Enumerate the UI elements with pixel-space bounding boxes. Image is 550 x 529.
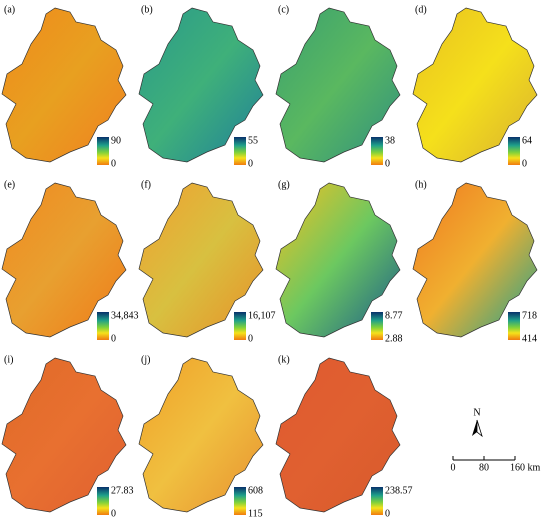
map-area <box>275 7 401 163</box>
map-area <box>275 357 401 513</box>
legend-max: 16,107 <box>248 310 276 321</box>
panel-label: (f) <box>141 179 151 190</box>
map-area <box>138 357 264 513</box>
legend-bar <box>234 487 246 515</box>
legend-bar <box>508 137 520 165</box>
legend-bar <box>97 137 109 165</box>
legend-max: 27.83 <box>111 485 134 496</box>
north-label: N <box>473 407 480 418</box>
map-panel: (a) 90 0 <box>1 4 127 169</box>
map-area <box>1 357 127 513</box>
legend-min: 2.88 <box>385 333 403 344</box>
legend-min: 0 <box>111 333 116 344</box>
scale-label: 0 <box>451 462 456 473</box>
map-area <box>138 7 264 163</box>
legend-bar <box>234 137 246 165</box>
map-panel: (j) 608 115 <box>138 354 264 519</box>
legend-bar <box>371 487 383 515</box>
map-panel: (d) 64 0 <box>412 4 538 169</box>
map-panel: (h) 718 414 <box>412 179 538 344</box>
panel-label: (h) <box>415 179 427 190</box>
legend-max: 38 <box>385 135 395 146</box>
map-panel: (f) 16,107 0 <box>138 179 276 344</box>
panel-label: (d) <box>415 4 427 15</box>
legend-min: 0 <box>385 508 390 519</box>
map-panel: (i) 27.83 0 <box>1 354 134 519</box>
map-area <box>412 182 538 338</box>
panel-label: (g) <box>278 179 290 190</box>
panel-label: (i) <box>4 354 13 365</box>
legend-max: 55 <box>248 135 258 146</box>
legend-min: 0 <box>111 508 116 519</box>
legend-min: 414 <box>522 333 537 344</box>
map-panel: (c) 38 0 <box>275 4 401 169</box>
panel-label: (k) <box>278 354 290 365</box>
map-area <box>138 182 264 338</box>
legend-max: 8.77 <box>385 310 403 321</box>
map-panel: (b) 55 0 <box>138 4 264 169</box>
panel-label: (j) <box>141 354 150 365</box>
legend-max: 718 <box>522 310 537 321</box>
legend-min: 0 <box>385 158 390 169</box>
map-area <box>1 7 127 163</box>
map-area <box>1 182 127 338</box>
map-panel: (e) 34,843 0 <box>1 179 139 344</box>
legend-bar <box>371 137 383 165</box>
map-panel: (k) 238.57 0 <box>275 354 413 519</box>
legend-max: 90 <box>111 135 121 146</box>
map-area <box>412 7 538 163</box>
legend-max: 608 <box>248 485 263 496</box>
panel-label: (b) <box>141 4 153 15</box>
map-panel: (g) 8.77 2.88 <box>275 179 403 344</box>
scale-bar: 0 80 160 km <box>451 456 541 473</box>
compass: N <box>472 407 483 438</box>
panel-label: (e) <box>4 179 15 190</box>
legend-bar <box>508 312 520 340</box>
panel-label: (c) <box>278 4 289 15</box>
legend-bar <box>97 312 109 340</box>
legend-bar <box>97 487 109 515</box>
legend-min: 0 <box>522 158 527 169</box>
legend-min: 0 <box>248 333 253 344</box>
map-area <box>275 182 401 338</box>
legend-bar <box>234 312 246 340</box>
scale-label: 160 km <box>510 462 541 473</box>
legend-max: 64 <box>522 135 532 146</box>
scale-label: 80 <box>479 462 489 473</box>
legend-max: 238.57 <box>385 485 413 496</box>
panel-label: (a) <box>4 4 15 15</box>
legend-max: 34,843 <box>111 310 139 321</box>
legend-min: 115 <box>248 508 263 519</box>
legend-bar <box>371 312 383 340</box>
legend-min: 0 <box>111 158 116 169</box>
legend-min: 0 <box>248 158 253 169</box>
